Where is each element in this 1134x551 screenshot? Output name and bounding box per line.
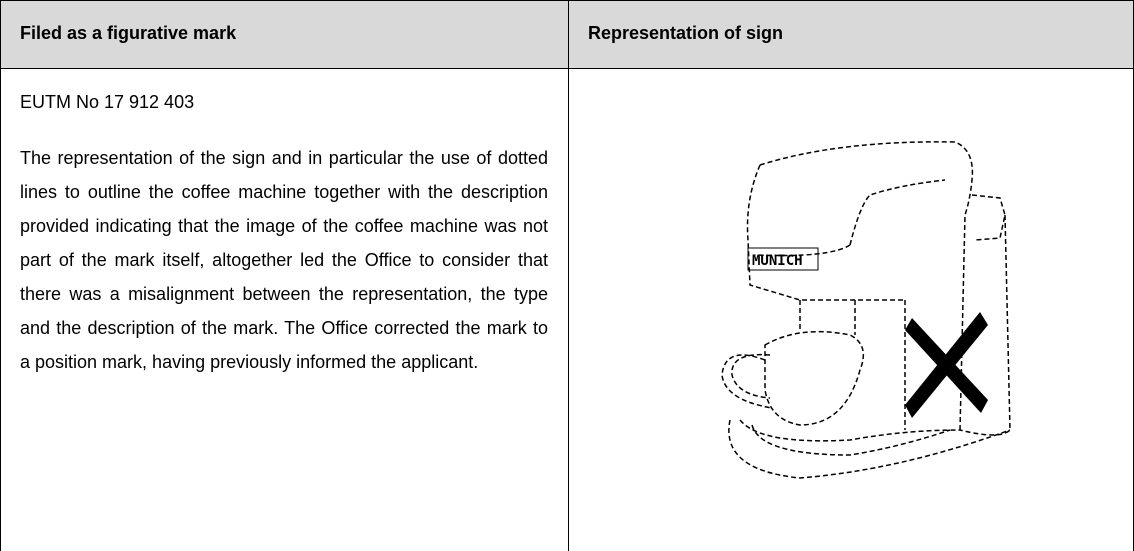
position-mark — [905, 312, 988, 418]
header-cell: Filed as a figurative mark — [0, 0, 568, 69]
header-cell: Representation of sign — [568, 0, 1134, 69]
mark-number: EUTM No 17 912 403 — [20, 92, 195, 112]
header-text: Filed as a figurative mark — [20, 23, 237, 43]
border — [568, 0, 569, 551]
sign-image: MUNICH — [721, 141, 1011, 479]
border — [0, 0, 1, 551]
description: The representation of the sign and in pa… — [20, 148, 548, 372]
sign-label: MUNICH — [752, 253, 803, 269]
header-text: Representation of sign — [588, 23, 784, 43]
header-row — [0, 0, 1134, 69]
